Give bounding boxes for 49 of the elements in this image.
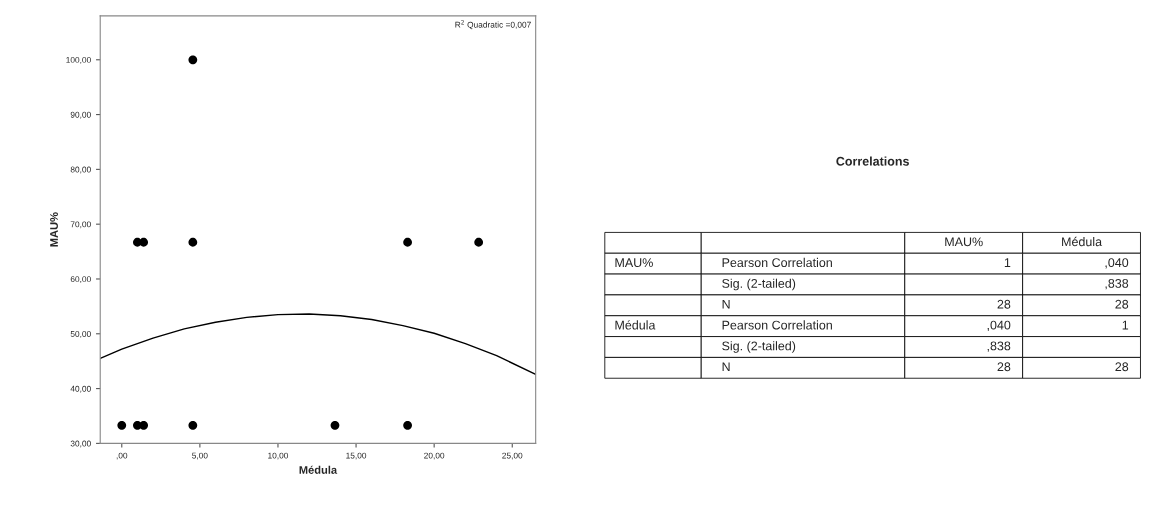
text: 28 [997, 362, 1011, 372]
x-axis-title: Médula [299, 465, 338, 474]
text: 28 [997, 299, 1011, 309]
point [188, 237, 198, 247]
point [403, 420, 412, 430]
text: 1 [1122, 320, 1129, 330]
line-series [100, 313, 536, 376]
text: Pearson Correlation [722, 257, 832, 268]
text: Correlations [836, 156, 909, 166]
x-tick-label: 10,00 [268, 452, 289, 460]
text: 28 [1115, 299, 1129, 309]
x-tick-label: 25,00 [502, 452, 523, 460]
annotation: R$^{2}$ Quadratic =0,007 [455, 20, 531, 30]
text: ,838 [1105, 279, 1129, 290]
text: Pearson Correlation [722, 320, 832, 330]
text: ,040 [1105, 258, 1129, 269]
y-tick-label: 60,00 [70, 276, 91, 284]
text: Sig. (2-tailed) [722, 341, 796, 353]
text: Médula [615, 320, 656, 330]
y-axis-title: MAU% [50, 212, 58, 247]
text: ,040 [987, 320, 1011, 331]
text: MAU% [615, 258, 653, 268]
y-tick-label: 100,00 [66, 56, 91, 64]
y-tick-label: 50,00 [70, 330, 91, 338]
y-tick-label: 30,00 [70, 440, 91, 448]
x-tick-label: 20,00 [424, 452, 445, 460]
y-tick-label: 40,00 [70, 385, 91, 393]
text: ,838 [987, 341, 1011, 352]
point [474, 237, 484, 247]
y-tick-label: 90,00 [70, 111, 91, 119]
category-label: MAU% [945, 237, 983, 247]
y-tick-label: 70,00 [70, 221, 91, 229]
x-tick-label: 5,00 [192, 452, 208, 460]
point [117, 420, 127, 430]
text: Sig. (2-tailed) [722, 278, 796, 291]
text: N [722, 362, 730, 372]
point [188, 420, 198, 430]
category-label: Médula [1062, 236, 1103, 247]
point [139, 420, 149, 430]
text: N [722, 299, 730, 309]
text: 28 [1115, 362, 1129, 372]
x-tick-label: 15,00 [346, 452, 367, 460]
point [139, 237, 149, 247]
point [403, 237, 412, 247]
y-tick-label: 80,00 [70, 166, 91, 174]
text: 1 [1004, 258, 1011, 267]
point [330, 420, 340, 430]
x-tick-label: ,00 [116, 452, 128, 460]
point [188, 55, 198, 65]
